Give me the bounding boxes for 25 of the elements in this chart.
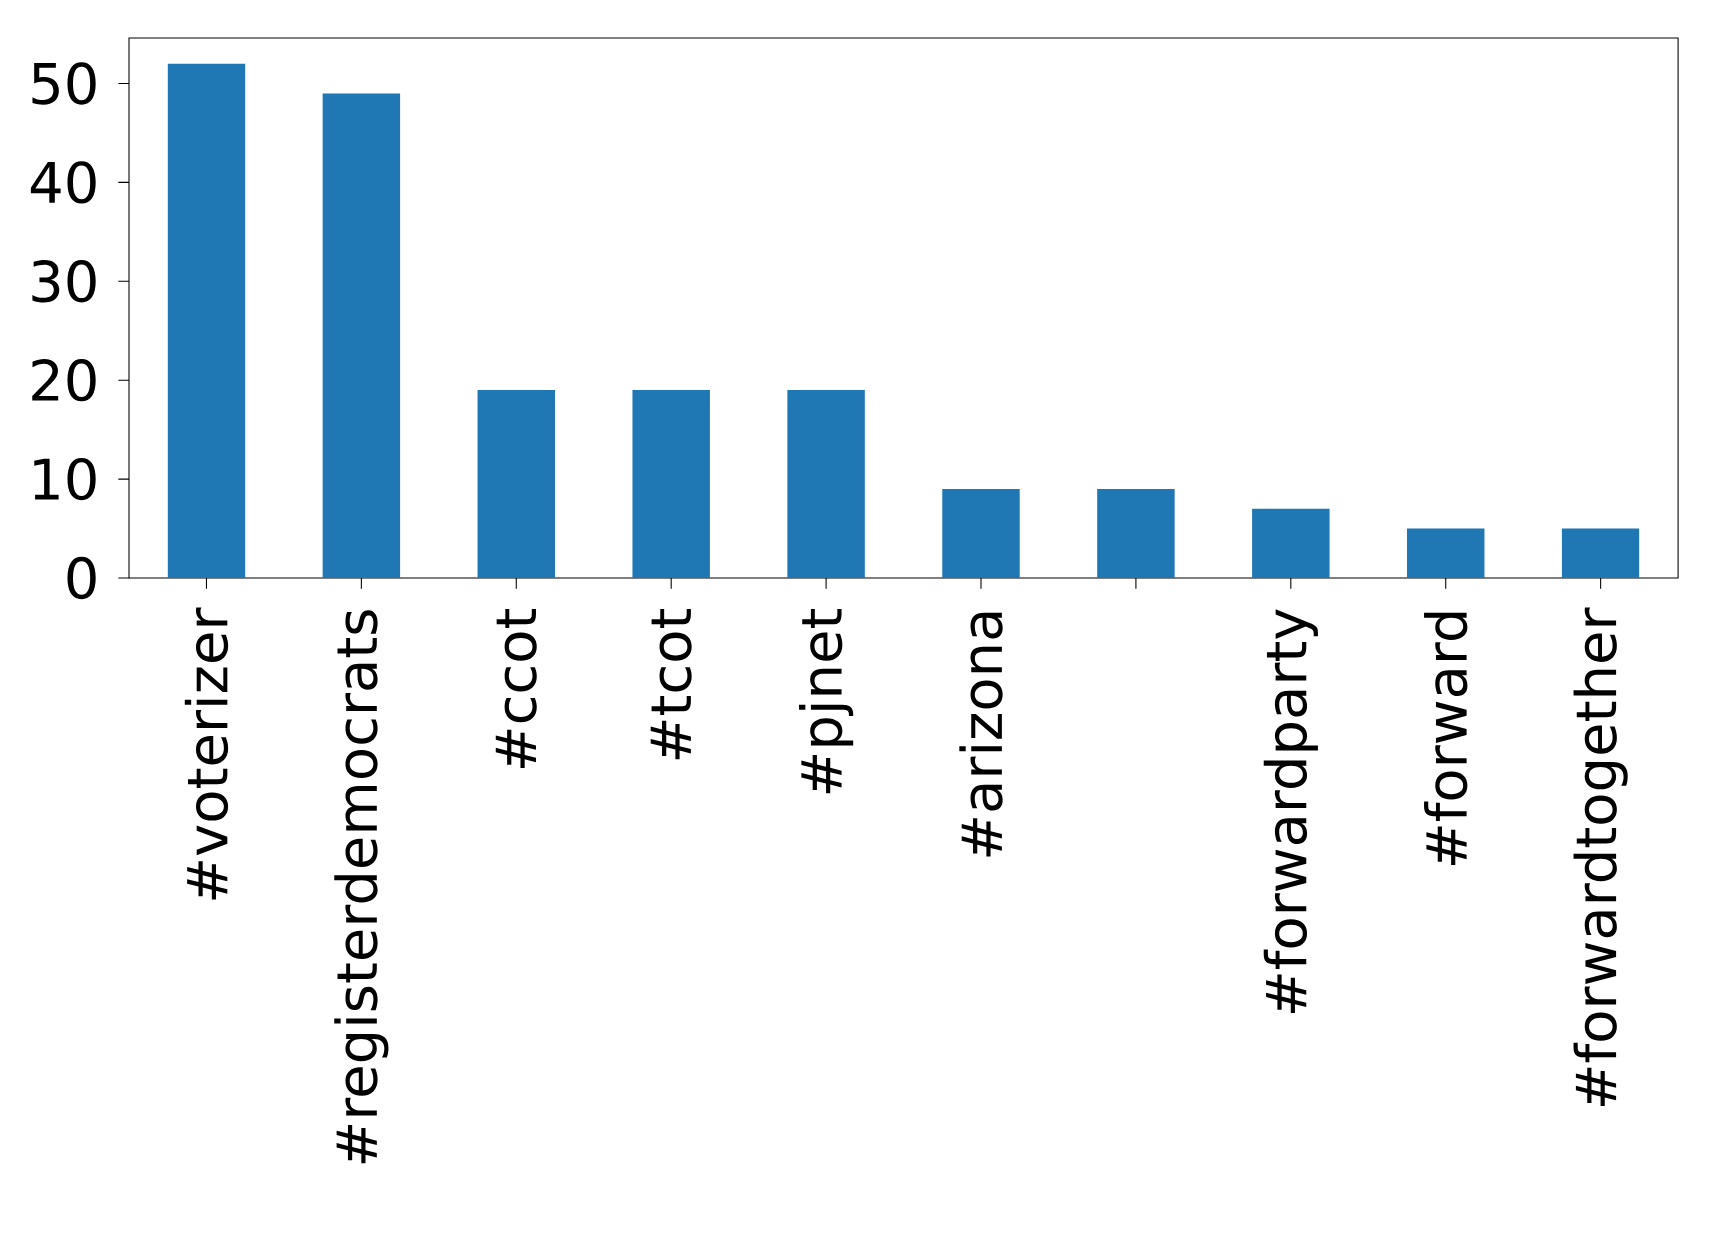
bar <box>1407 528 1485 578</box>
x-tick-label: #arizona <box>959 612 1003 857</box>
y-tick-label: 50 <box>32 62 96 105</box>
y-tick-label: 0 <box>67 556 96 600</box>
y-tick-label: 40 <box>30 161 96 204</box>
x-tick-label: #pjnet <box>798 608 854 794</box>
x-tick-label: #forwardparty <box>1263 609 1318 1013</box>
x-tick-label: #forwardtogether <box>1573 607 1628 1107</box>
bar <box>322 93 401 578</box>
bar <box>942 488 1020 578</box>
bar <box>477 390 555 578</box>
y-tick-label: 30 <box>32 260 96 303</box>
bar <box>1252 508 1330 578</box>
x-tick-label: #voterizer <box>184 607 229 900</box>
y-tick-label: 20 <box>32 359 96 402</box>
x-tick-label: #registerdemocrats <box>334 610 389 1164</box>
x-tick-label: #ccot <box>495 608 537 768</box>
bar <box>632 390 710 578</box>
x-tick-label: #forward <box>1424 612 1468 865</box>
bar <box>1097 488 1175 578</box>
bar <box>1561 528 1640 578</box>
bar <box>787 390 865 578</box>
y-tick-label: 10 <box>34 457 96 501</box>
x-tick-label: #tcot <box>650 608 692 760</box>
bar <box>167 63 246 578</box>
